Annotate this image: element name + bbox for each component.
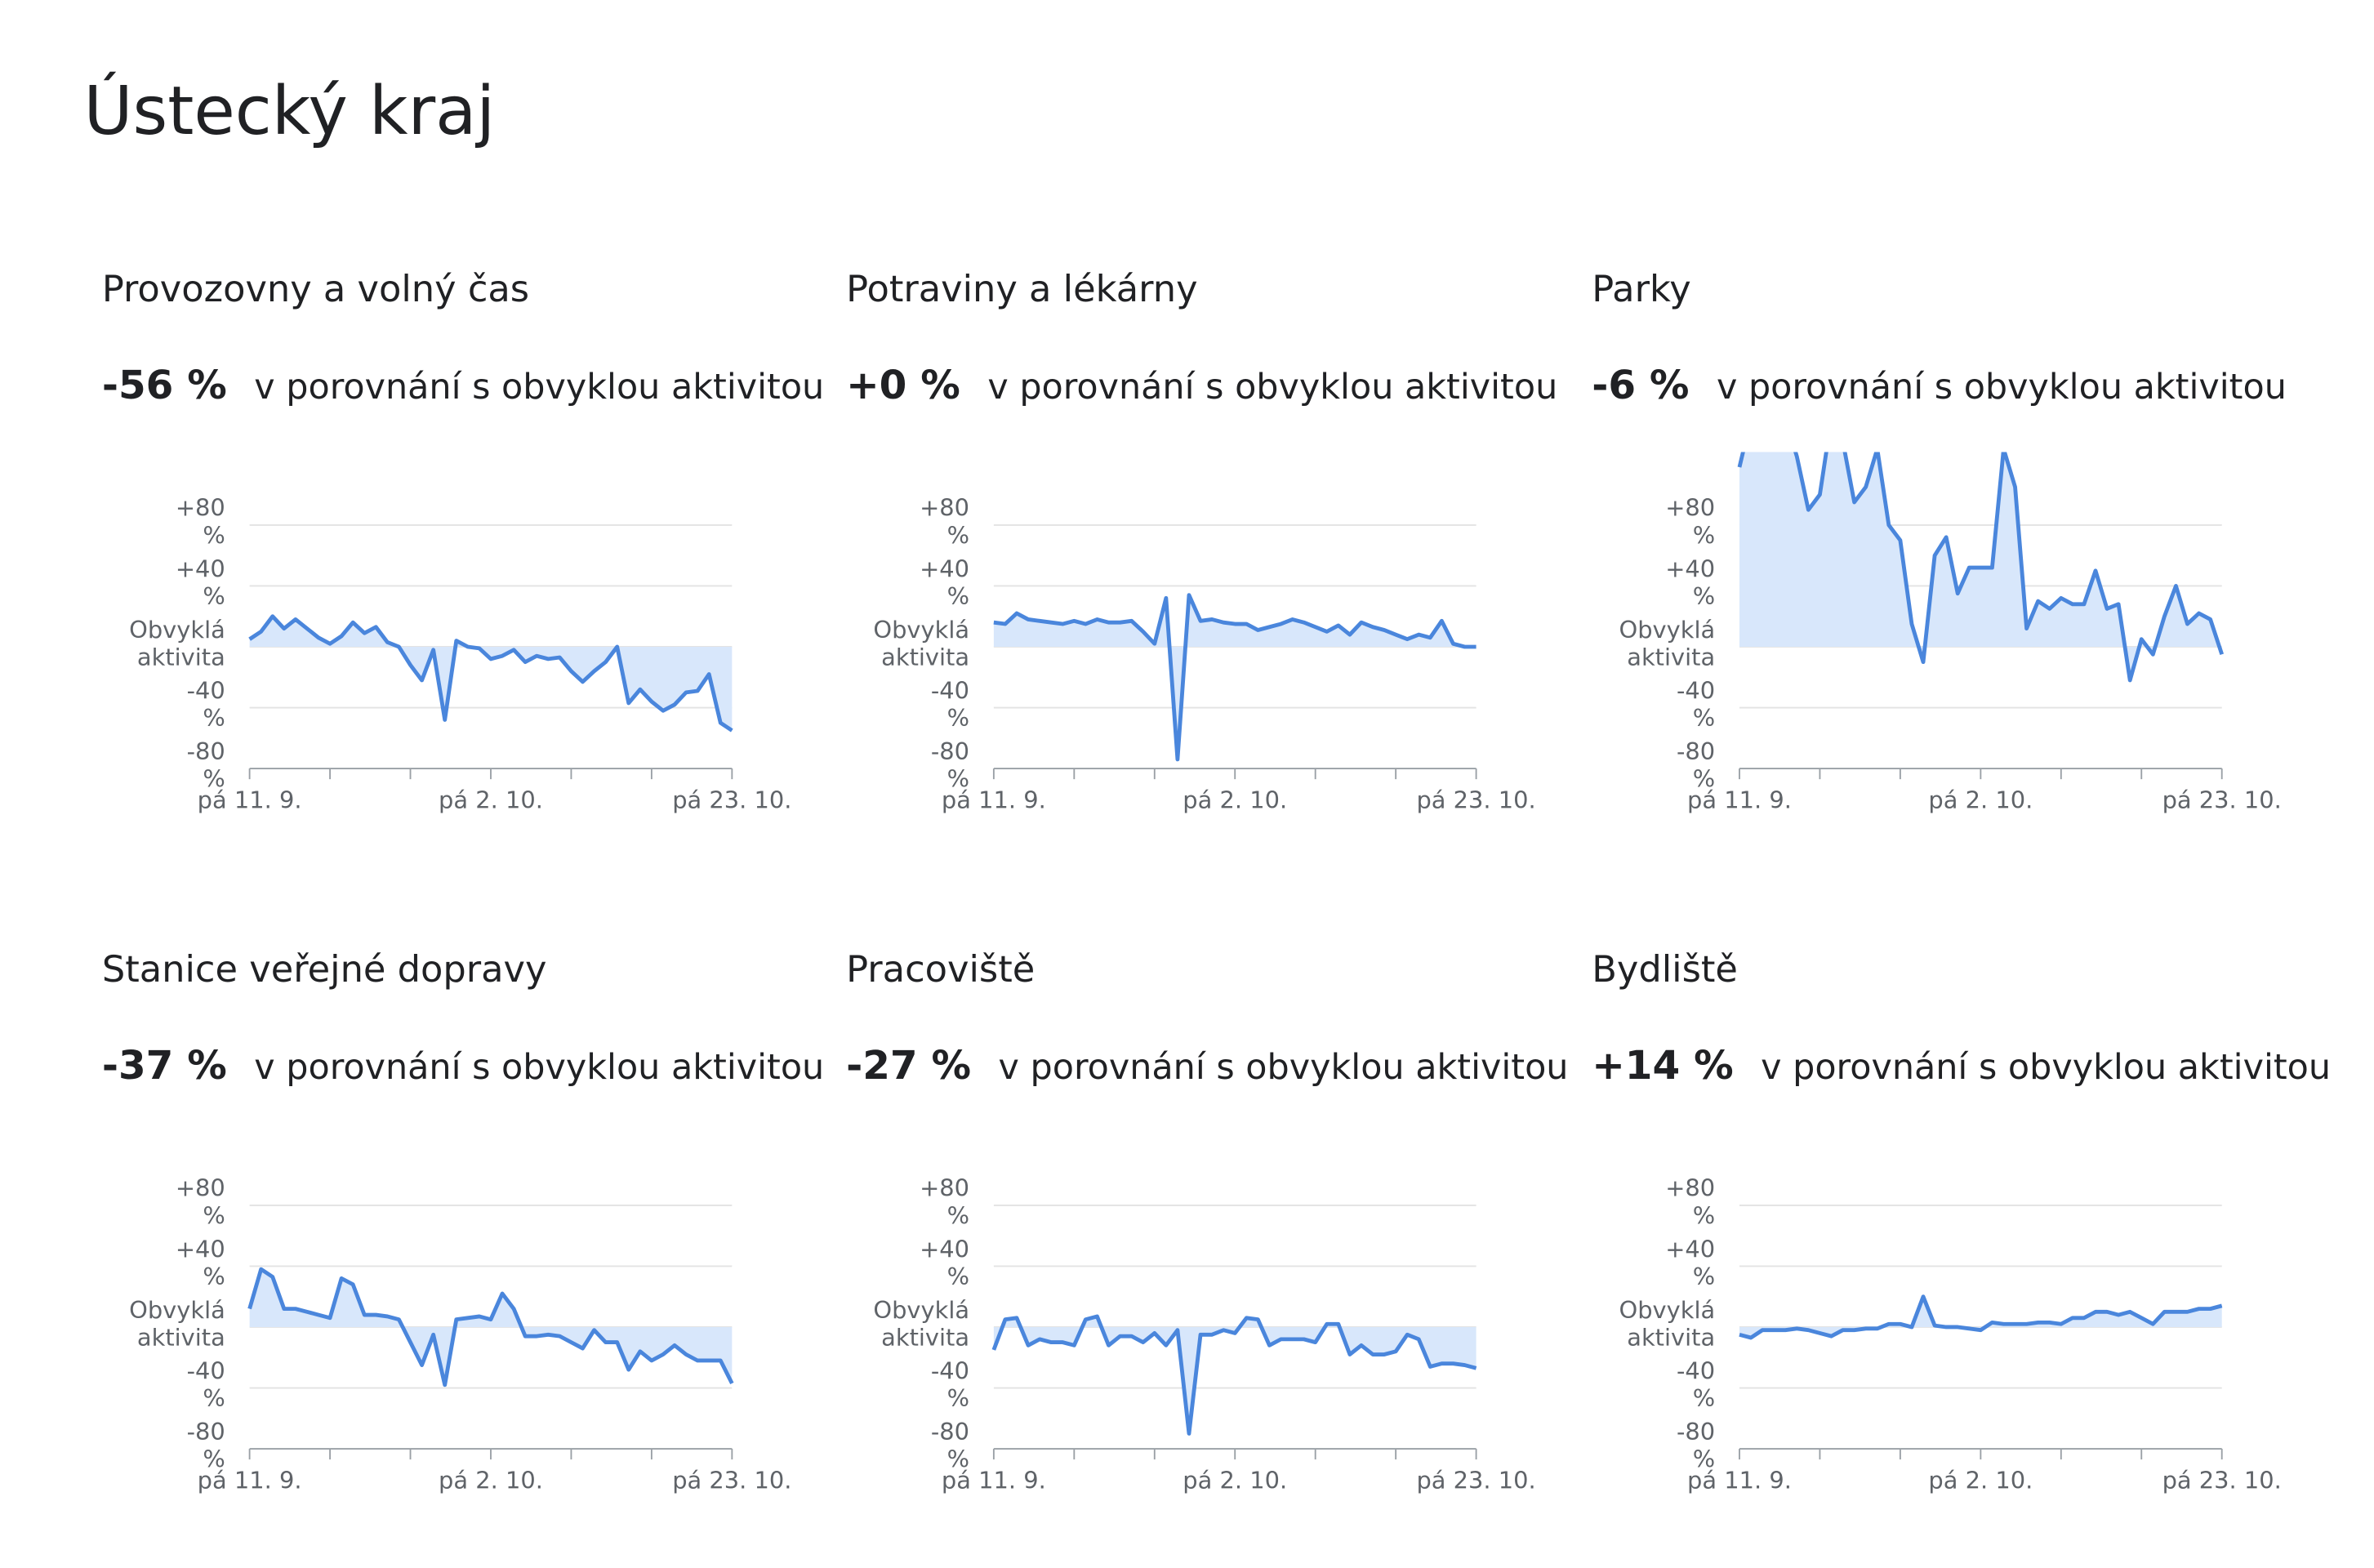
headline-value: -37 % [102, 1043, 227, 1089]
headline-text: v porovnání s obvyklou aktivitou [1717, 367, 2287, 408]
area [1739, 452, 2222, 680]
chart-panel: Parky -6 % v porovnání s obvyklou aktivito… [1592, 267, 2287, 814]
x-tick-label: pá 2. 10. [1928, 786, 2033, 814]
y-tick-label: +80% [1665, 1174, 1715, 1230]
headline: +14 % v porovnání s obvyklou aktivitou [1592, 1043, 2331, 1089]
x-tick-label: pá 2. 10. [1183, 1467, 1287, 1494]
y-tick-label: -80% [1677, 737, 1715, 793]
y-tick-label: Obvyklá aktivita [1619, 616, 1715, 671]
chart-panel: Stanice veřejné dopravy -37 % v porovnání … [102, 947, 824, 1494]
x-tick-label: pá 11. 9. [942, 1467, 1046, 1494]
chart-title: Pracoviště [846, 947, 1035, 991]
y-tick-label: Obvyklá aktivita [873, 1296, 969, 1352]
x-tick-label: pá 23. 10. [672, 1467, 791, 1494]
y-tick-label: -80% [1677, 1418, 1715, 1473]
chart-panel: Pracoviště -27 % v porovnání s obvyklou ak… [846, 947, 1568, 1494]
y-tick-label: +80% [920, 1174, 969, 1230]
x-tick-label: pá 11. 9. [198, 1467, 302, 1494]
headline: -37 % v porovnání s obvyklou aktivitou [102, 1043, 824, 1089]
y-tick-label: -40% [931, 676, 969, 732]
headline: +0 % v porovnání s obvyklou aktivitou [846, 363, 1557, 408]
area [249, 616, 733, 731]
line [247, 1267, 734, 1388]
headline: -27 % v porovnání s obvyklou aktivitou [846, 1043, 1568, 1089]
y-tick-label: +80% [176, 494, 225, 550]
x-tick-label: pá 2. 10. [1183, 786, 1287, 814]
y-tick-label: +40% [176, 1235, 225, 1290]
y-tick-label: +40% [176, 555, 225, 610]
y-tick-label: -40% [1677, 1356, 1715, 1412]
area [993, 1316, 1477, 1434]
line [1739, 1294, 2223, 1340]
headline-value: -6 % [1592, 363, 1689, 408]
y-tick-label: Obvyklá aktivita [1619, 1296, 1715, 1352]
headline-value: -27 % [846, 1043, 971, 1089]
y-tick-label: -40% [187, 676, 225, 732]
y-tick-label: -40% [931, 1356, 969, 1412]
y-tick-label: -40% [187, 1356, 225, 1412]
headline-value: +14 % [1592, 1043, 1733, 1089]
x-tick-label: pá 11. 9. [942, 786, 1046, 814]
chart-title: Provozovny a volný čas [102, 267, 529, 310]
x-tick-label: pá 2. 10. [439, 786, 543, 814]
headline: -56 % v porovnání s obvyklou aktivitou [102, 363, 824, 408]
headline-value: -56 % [102, 363, 227, 408]
y-tick-label: +80% [1665, 494, 1715, 550]
y-tick-label: +40% [920, 555, 969, 610]
y-tick-label: -80% [187, 1418, 225, 1473]
y-tick-label: +80% [920, 494, 969, 550]
x-tick-label: pá 11. 9. [198, 786, 302, 814]
chart-panel: Provozovny a volný čas -56 % v porovnání s… [102, 267, 824, 814]
headline-text: v porovnání s obvyklou aktivitou [987, 367, 1557, 408]
headline-text: v porovnání s obvyklou aktivitou [254, 1047, 824, 1088]
headline-text: v porovnání s obvyklou aktivitou [1761, 1047, 2331, 1088]
headline-value: +0 % [846, 363, 960, 408]
y-tick-label: Obvyklá aktivita [129, 1296, 225, 1352]
y-tick-label: +40% [920, 1235, 969, 1290]
x-tick-label: pá 11. 9. [1687, 786, 1792, 814]
headline: -6 % v porovnání s obvyklou aktivitou [1592, 363, 2287, 408]
page-title: Ústecký kraj [83, 71, 495, 150]
x-tick-label: pá 23. 10. [2162, 1467, 2282, 1494]
line [248, 614, 733, 733]
y-tick-label: +80% [176, 1174, 225, 1230]
chart-title: Potraviny a lékárny [846, 267, 1197, 310]
chart-panel: Potraviny a lékárny +0 % v porovnání s obv… [846, 267, 1557, 814]
chart-title: Bydliště [1592, 947, 1738, 991]
y-tick-label: +40% [1665, 1235, 1715, 1290]
x-tick-label: pá 23. 10. [1416, 786, 1535, 814]
chart-title: Parky [1592, 267, 1691, 310]
y-tick-label: -80% [931, 1418, 969, 1473]
y-tick-label: Obvyklá aktivita [129, 616, 225, 671]
y-tick-label: +40% [1665, 555, 1715, 610]
y-tick-label: -40% [1677, 676, 1715, 732]
chart-panel: Bydliště +14 % v porovnání s obvyklou akti… [1592, 947, 2331, 1494]
headline-text: v porovnání s obvyklou aktivitou [254, 367, 824, 408]
y-tick-label: Obvyklá aktivita [873, 616, 969, 671]
line [991, 1314, 1477, 1436]
headline-text: v porovnání s obvyklou aktivitou [999, 1047, 1569, 1088]
line [993, 593, 1477, 762]
x-tick-label: pá 2. 10. [439, 1467, 543, 1494]
report: Ústecký kraj Provozovny a volný čas -56 %… [83, 71, 2331, 1494]
x-tick-label: pá 23. 10. [672, 786, 791, 814]
y-tick-label: -80% [187, 737, 225, 793]
x-tick-label: pá 2. 10. [1928, 1467, 2033, 1494]
chart-title: Stanice veřejné dopravy [102, 947, 547, 991]
x-tick-label: pá 11. 9. [1687, 1467, 1792, 1494]
line [1737, 452, 2225, 683]
x-tick-label: pá 23. 10. [2162, 786, 2282, 814]
x-tick-label: pá 23. 10. [1416, 1467, 1535, 1494]
area [993, 595, 1477, 760]
y-tick-label: -80% [931, 737, 969, 793]
